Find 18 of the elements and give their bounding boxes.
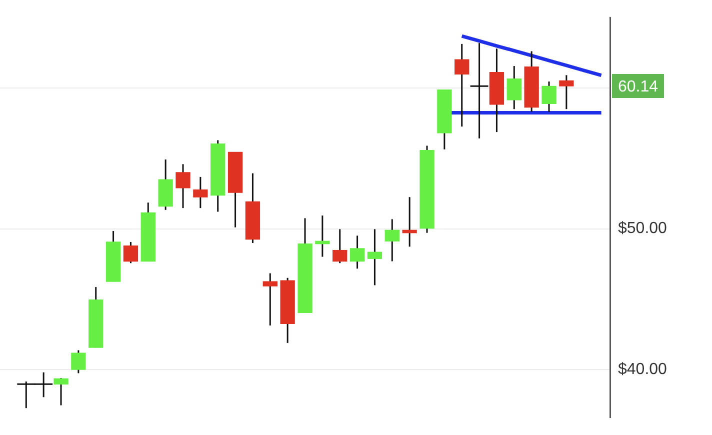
candlestick	[506, 65, 522, 110]
candlestick	[262, 272, 278, 326]
candlestick	[559, 74, 574, 110]
candlestick	[367, 228, 382, 286]
candlestick	[176, 163, 190, 209]
candlestick	[332, 228, 348, 264]
text: 60.14	[618, 78, 658, 96]
candlestick	[350, 234, 365, 270]
candlestick	[315, 214, 330, 258]
y-tick-label: $50.00	[618, 220, 668, 238]
candlestick	[454, 43, 470, 128]
candlestick	[123, 241, 138, 264]
candlestick	[542, 80, 556, 113]
candlestick	[193, 176, 208, 209]
candlestick	[71, 350, 86, 374]
y-tick-label: $40.00	[618, 360, 668, 378]
candlestick	[402, 196, 417, 248]
candlestick	[384, 218, 400, 262]
